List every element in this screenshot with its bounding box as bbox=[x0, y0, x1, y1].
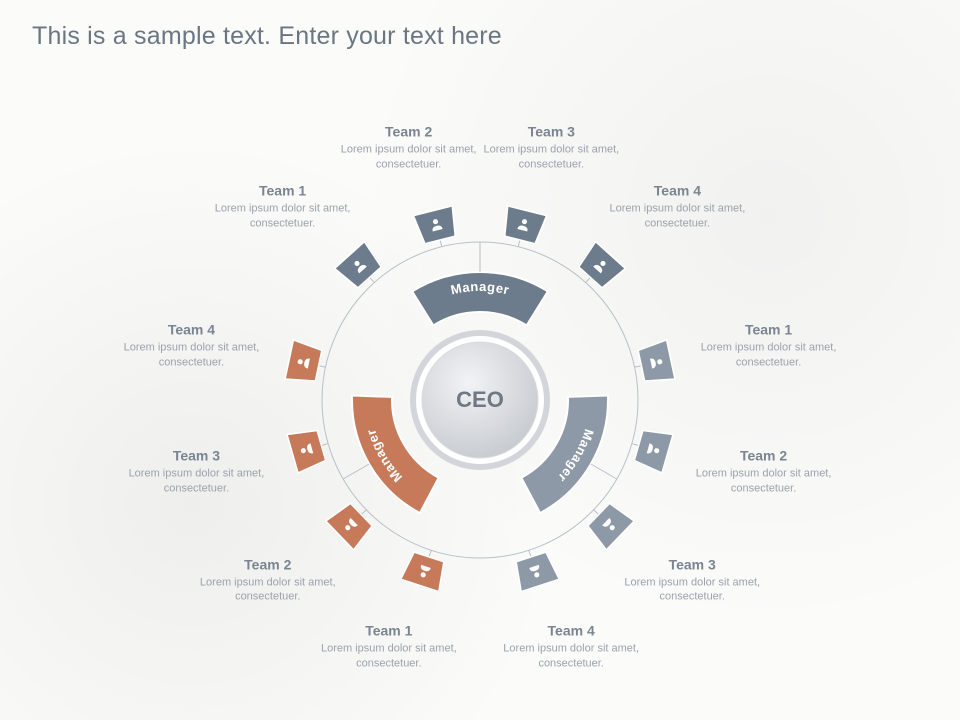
team-node-left-2 bbox=[326, 500, 375, 550]
team-node-right-2 bbox=[633, 426, 673, 473]
team-node-top-2 bbox=[413, 206, 459, 245]
team-node-top-1 bbox=[335, 242, 385, 291]
org-diagram: ManagerManagerManagerCEO bbox=[0, 0, 960, 720]
team-node-top-3 bbox=[501, 206, 547, 245]
team-node-top-4 bbox=[576, 242, 626, 291]
team-node-left-1 bbox=[401, 551, 448, 592]
ceo-label: CEO bbox=[456, 387, 504, 412]
team-node-right-4 bbox=[512, 551, 559, 592]
team-node-right-3 bbox=[585, 500, 634, 550]
team-node-left-3 bbox=[287, 426, 327, 473]
team-node-left-4 bbox=[285, 340, 323, 385]
team-node-right-1 bbox=[637, 340, 675, 385]
